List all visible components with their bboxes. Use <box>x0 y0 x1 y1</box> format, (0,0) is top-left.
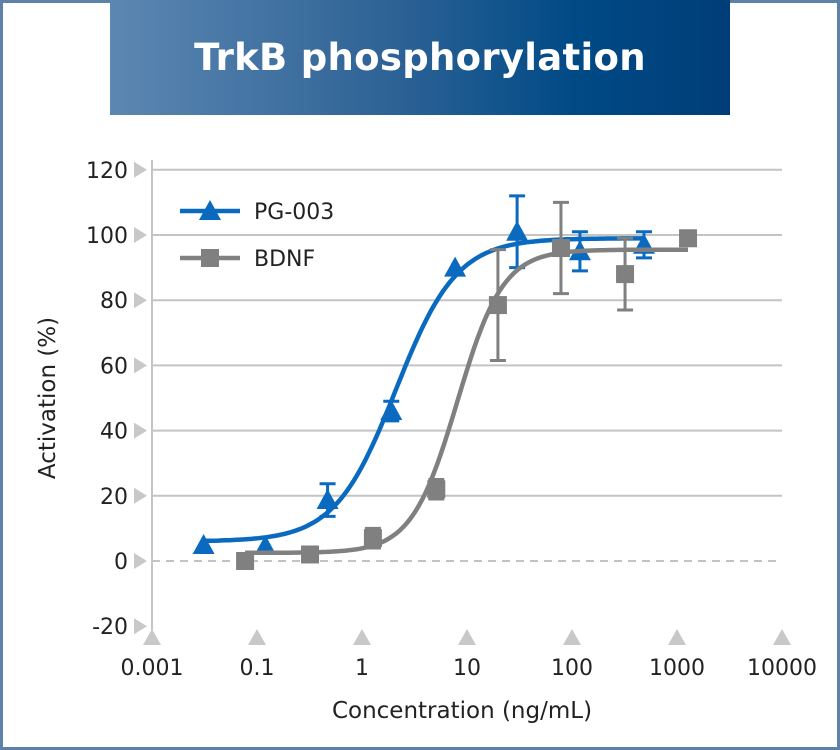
x-tick-label: 10000 <box>747 656 817 681</box>
title-banner: TrkB phosphorylation <box>110 0 730 115</box>
legend-marker-triangle <box>199 200 221 220</box>
y-tick-label: 0 <box>114 550 128 575</box>
y-tick-label: 40 <box>100 420 128 445</box>
data-point <box>427 480 446 499</box>
series-bdnf <box>236 200 698 570</box>
data-point <box>444 256 467 277</box>
legend-label: BDNF <box>254 247 315 272</box>
y-tick-marker <box>134 292 147 309</box>
y-tick-label: 80 <box>100 289 128 314</box>
data-point <box>363 529 382 548</box>
y-tick-marker <box>134 161 147 178</box>
y-tick-label: 20 <box>100 485 128 510</box>
y-tick-marker <box>134 227 147 243</box>
x-axis-label: Concentration (ng/mL) <box>332 698 592 724</box>
data-point <box>679 229 698 248</box>
y-tick-marker <box>134 487 147 504</box>
x-tick-marker <box>353 629 371 645</box>
x-tick-marker <box>773 629 791 645</box>
legend-marker-square <box>201 249 219 267</box>
y-axis-label: Activation (%) <box>35 317 61 479</box>
x-tick-label: 10 <box>453 656 481 681</box>
y-tick-marker <box>134 357 147 374</box>
x-tick-label: 0.1 <box>240 656 275 681</box>
y-tick-label: -20 <box>92 615 128 640</box>
fit-curve <box>245 247 688 556</box>
y-tick-marker <box>134 618 147 635</box>
x-tick-marker <box>248 629 266 645</box>
data-point <box>316 489 339 510</box>
x-tick-marker <box>668 629 686 645</box>
y-tick-marker <box>134 553 147 569</box>
data-point <box>488 296 507 315</box>
y-tick-label: 100 <box>86 224 128 249</box>
x-tick-marker <box>143 629 161 645</box>
x-tick-marker <box>563 629 581 645</box>
data-point <box>380 400 403 421</box>
data-point <box>254 535 277 556</box>
data-point <box>551 239 570 258</box>
fit-curve <box>203 236 645 544</box>
data-point <box>616 265 635 284</box>
y-tick-label: 60 <box>100 354 128 379</box>
data-point <box>192 534 215 555</box>
chart-title: TrkB phosphorylation <box>194 36 646 79</box>
y-tick-label: 120 <box>86 159 128 184</box>
legend-label: PG-003 <box>254 200 334 225</box>
data-point <box>236 552 255 570</box>
x-tick-label: 1 <box>355 656 369 681</box>
y-tick-marker <box>134 422 147 439</box>
data-point <box>506 220 529 241</box>
x-tick-label: 1000 <box>649 656 705 681</box>
x-tick-label: 0.001 <box>121 656 184 681</box>
x-tick-label: 100 <box>551 656 593 681</box>
x-tick-marker <box>458 629 476 645</box>
data-point <box>301 545 320 564</box>
